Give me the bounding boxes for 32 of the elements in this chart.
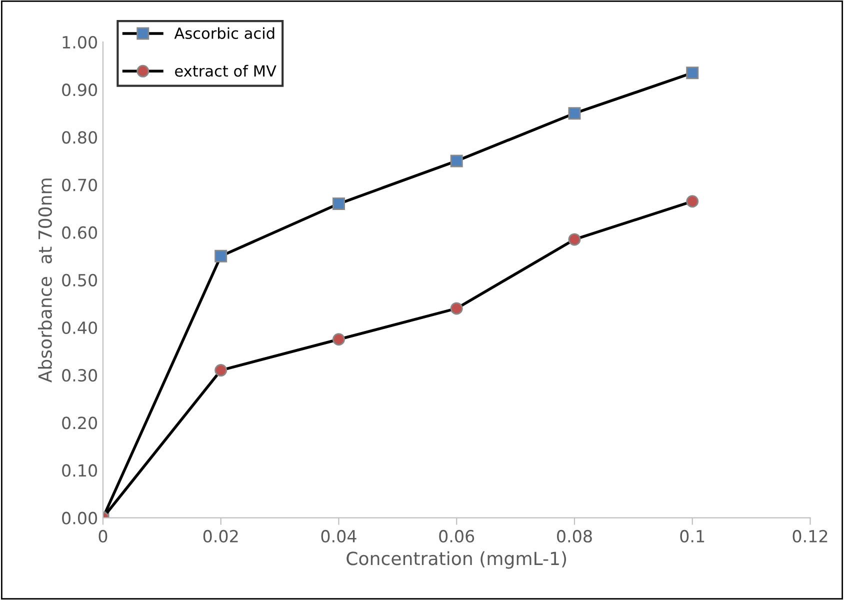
y-tick-label: 0.90: [62, 84, 97, 96]
point: [332, 198, 345, 210]
x-tick-label: 0.12: [792, 530, 828, 543]
point: [332, 333, 345, 346]
point: [450, 302, 463, 315]
y-tick-label: 0.40: [62, 321, 97, 334]
y-tick-label: 0.30: [62, 369, 97, 382]
y-axis-title: Absorbance at 700nm: [38, 178, 52, 383]
y-tick-label: 0.00: [62, 512, 97, 524]
y-tick-label: 0.70: [62, 178, 97, 192]
point: [214, 250, 228, 262]
x-tick-label: 0.1: [680, 530, 704, 543]
legend-label: Ascorbic acid: [174, 27, 274, 40]
y-tick-label: 0.10: [62, 464, 97, 477]
x-tick-label: 0.08: [557, 530, 592, 543]
point: [686, 195, 699, 208]
point: [568, 107, 581, 120]
point: [686, 66, 699, 80]
x-tick-label: 0.06: [439, 530, 474, 543]
x-tick-label: 0.02: [203, 530, 238, 543]
y-tick-label: 0.80: [62, 131, 97, 144]
y-tick-label: 0.50: [62, 274, 97, 286]
y-tick-label: 0.60: [62, 226, 97, 239]
x-tick-label: 0: [98, 530, 108, 543]
y-tick-label: 1.00: [62, 36, 97, 49]
point: [214, 364, 228, 377]
y-tick-label: 0.20: [62, 416, 97, 430]
x-tick-label: 0.04: [321, 530, 356, 543]
point: [450, 154, 463, 168]
legend-label: extract of MV: [175, 64, 276, 77]
x-axis-title: Concentration (mgmL-1): [346, 551, 566, 569]
point: [568, 233, 581, 246]
